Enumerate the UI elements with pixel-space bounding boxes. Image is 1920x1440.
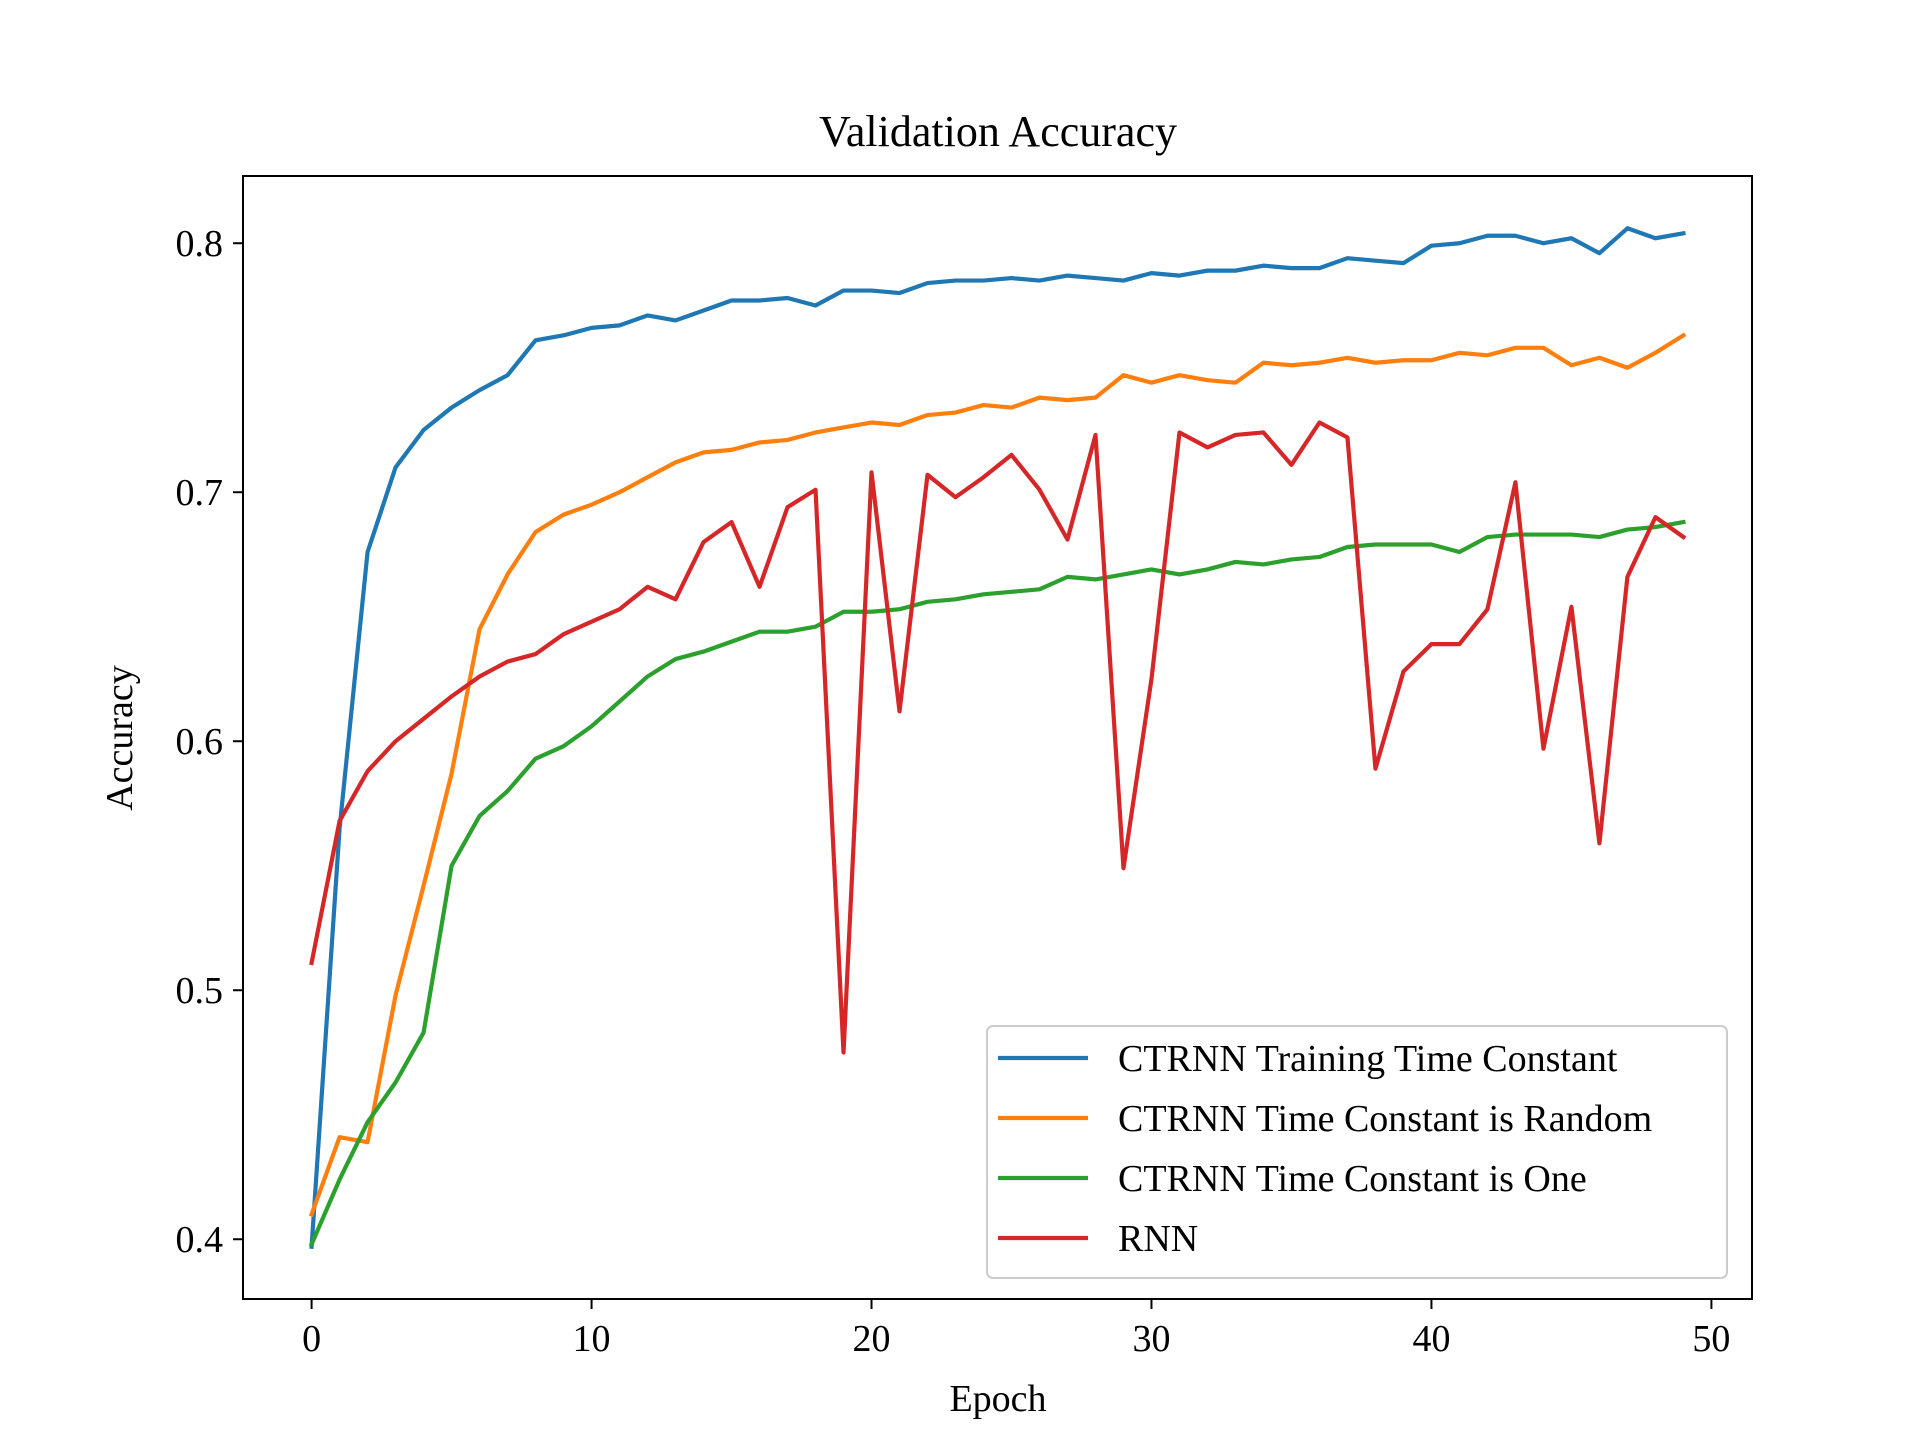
y-tick-label: 0.4 bbox=[176, 1219, 224, 1261]
legend-label-3: RNN bbox=[1118, 1218, 1198, 1260]
legend-label-1: CTRNN Time Constant is Random bbox=[1118, 1098, 1652, 1140]
series-line-0 bbox=[309, 226, 1686, 1249]
legend-label-2: CTRNN Time Constant is One bbox=[1118, 1158, 1587, 1200]
x-tick-label: 40 bbox=[1412, 1318, 1450, 1360]
y-tick-label: 0.5 bbox=[176, 970, 224, 1012]
legend: CTRNN Training Time Constant CTRNN Time C… bbox=[986, 1025, 1728, 1279]
y-tick-label: 0.7 bbox=[176, 472, 224, 514]
x-axis: 0 10 20 30 40 50 bbox=[302, 1299, 1730, 1360]
x-tick-label: 20 bbox=[853, 1318, 891, 1360]
y-axis-label: Accuracy bbox=[99, 665, 141, 811]
legend-box bbox=[986, 1025, 1728, 1279]
x-tick-label: 0 bbox=[302, 1318, 321, 1360]
axes-frame bbox=[242, 175, 1753, 1300]
x-tick-label: 30 bbox=[1132, 1318, 1170, 1360]
series-line-1 bbox=[308, 332, 1687, 1218]
y-axis: 0.4 0.5 0.6 0.7 0.8 bbox=[176, 223, 243, 1261]
x-axis-label: Epoch bbox=[949, 1378, 1046, 1420]
series-line-3 bbox=[309, 420, 1687, 1055]
x-tick-label: 10 bbox=[573, 1318, 611, 1360]
y-tick-label: 0.6 bbox=[176, 721, 224, 763]
series-line-2 bbox=[308, 519, 1686, 1247]
legend-label-0: CTRNN Training Time Constant bbox=[1118, 1038, 1618, 1080]
y-tick-label: 0.8 bbox=[176, 223, 224, 265]
plot-area bbox=[308, 226, 1687, 1249]
x-tick-label: 50 bbox=[1692, 1318, 1730, 1360]
chart-title: Validation Accuracy bbox=[819, 107, 1177, 156]
